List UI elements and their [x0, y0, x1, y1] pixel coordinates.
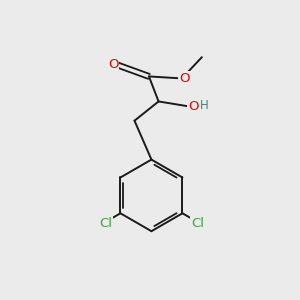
- Text: Cl: Cl: [99, 217, 112, 230]
- Text: O: O: [179, 72, 190, 85]
- Text: H: H: [200, 99, 208, 112]
- Text: O: O: [188, 100, 199, 113]
- Text: Cl: Cl: [191, 217, 204, 230]
- Text: O: O: [108, 58, 118, 71]
